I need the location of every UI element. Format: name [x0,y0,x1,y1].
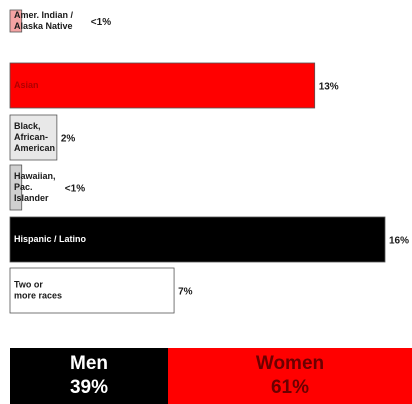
bar-asian [9,62,316,109]
women-value: 61% [270,377,310,398]
bar-hispanic-latino [9,216,386,263]
men-label: Men [70,353,108,374]
women-label: Women [255,353,325,374]
gender-split-bar: Men 39% Women 61% [10,348,412,404]
value-label-amer-indian-alaska-native: <1% [91,17,111,28]
race-ethnicity-bar-chart: Amer. Indian / Alaska Native <1% Asian 13% Bl… [9,9,409,314]
category-label-two-or-more-races: Two or more races [14,280,62,301]
category-label-amer-indian-alaska-native: Amer. Indian / Alaska Native [14,10,74,31]
value-label-black-african-american: 2% [61,134,76,145]
bar-black-african-american [9,114,58,161]
value-label-hawaiian-pac-islander: <1% [65,184,85,195]
category-label-asian: Asian [14,80,39,90]
bar-two-or-more-races [9,267,175,314]
value-label-hispanic-latino: 16% [389,236,409,247]
category-label-hispanic-latino: Hispanic / Latino [14,234,87,244]
women-segment: Women 61% [168,348,412,404]
category-label-hawaiian-pac-islander: Hawaiian, Pac. Islander [14,171,56,203]
value-label-asian: 13% [319,82,339,93]
value-label-two-or-more-races: 7% [178,287,193,298]
men-segment: Men 39% [10,348,168,404]
bar-amer-indian-alaska-native [9,9,23,33]
men-value: 39% [69,377,109,398]
category-label-black-african-american: Black, African-American [14,121,55,153]
bar-hawaiian-pac-islander [9,164,23,211]
